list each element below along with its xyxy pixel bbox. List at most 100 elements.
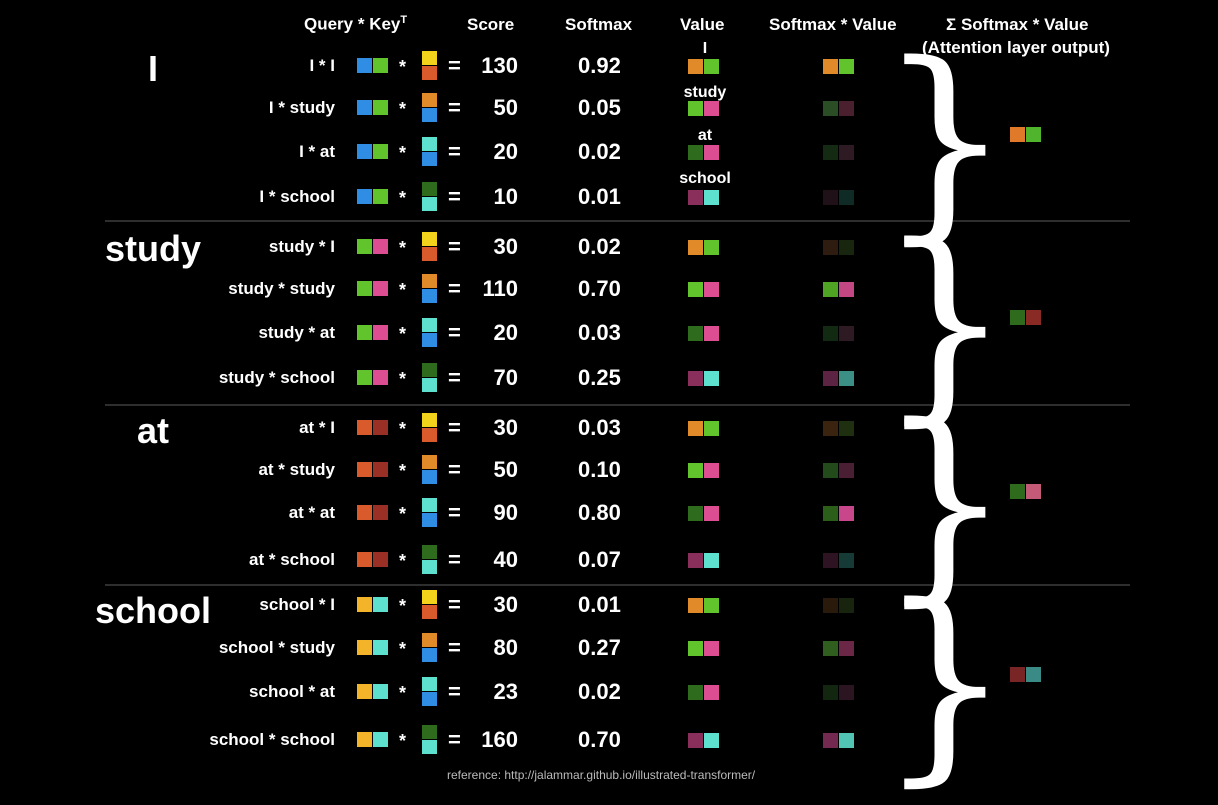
row-label-school-school: school * school <box>209 730 335 749</box>
value-vector-school-i-left <box>688 598 703 613</box>
multiply-sign: * <box>399 188 407 208</box>
softmax-value-vector-i-school-left <box>823 190 838 205</box>
value-vector-at-at-right <box>704 506 719 521</box>
key-vector-at-school-top <box>422 545 437 559</box>
value-vector-study-study-left <box>688 282 703 297</box>
key-vector-study-school-top <box>422 363 437 377</box>
multiply-sign: * <box>399 280 407 300</box>
equals-sign: = <box>448 184 461 209</box>
value-vector-at-study-left <box>688 463 703 478</box>
softmax-value: 0.07 <box>578 547 621 572</box>
query-vector-at-school-left <box>357 552 372 567</box>
softmax-value: 0.70 <box>578 727 621 752</box>
score-value: 40 <box>493 547 518 572</box>
row-label-i-study: I * study <box>268 98 335 117</box>
query-vector-i-i-left <box>357 58 372 73</box>
softmax-value-vector-i-study-right <box>839 101 854 116</box>
equals-sign: = <box>448 139 461 164</box>
equals-sign: = <box>448 234 461 259</box>
key-vector-i-school-bottom <box>422 197 437 211</box>
equals-sign: = <box>448 365 461 390</box>
key-vector-i-at-top <box>422 137 437 151</box>
row-label-study-i: study * I <box>268 237 335 256</box>
value-vector-i-study-left <box>688 101 703 116</box>
softmax-value: 0.05 <box>578 95 621 120</box>
equals-sign: = <box>448 547 461 572</box>
value-vector-study-study-right <box>704 282 719 297</box>
row-label-i-at: I * at <box>299 142 335 161</box>
softmax-value-vector-at-study-right <box>839 463 854 478</box>
brace-group-school: } <box>878 560 1012 805</box>
softmax-value-vector-i-i-right <box>839 59 854 74</box>
softmax-value: 0.01 <box>578 592 621 617</box>
softmax-value: 0.03 <box>578 320 621 345</box>
brace-group-at: } <box>878 380 1012 625</box>
query-vector-school-at-right <box>373 684 388 699</box>
key-vector-school-school-top <box>422 725 437 739</box>
group-word-at: at <box>136 410 169 451</box>
multiply-sign: * <box>399 99 407 119</box>
softmax-value: 0.10 <box>578 457 621 482</box>
brace-group-i: } <box>878 18 1012 263</box>
row-label-i-school: I * school <box>259 187 335 206</box>
query-vector-i-at-right <box>373 144 388 159</box>
softmax-value-vector-school-study-left <box>823 641 838 656</box>
equals-sign: = <box>448 500 461 525</box>
value-vector-study-school-left <box>688 371 703 386</box>
key-vector-at-school-bottom <box>422 560 437 574</box>
query-vector-school-at-left <box>357 684 372 699</box>
key-vector-at-i-bottom <box>422 428 437 442</box>
equals-sign: = <box>448 679 461 704</box>
key-vector-school-study-bottom <box>422 648 437 662</box>
softmax-value: 0.01 <box>578 184 621 209</box>
sum-title-text: Softmax * Value <box>960 15 1089 34</box>
score-value: 110 <box>482 276 519 301</box>
softmax-value: 0.70 <box>578 276 621 301</box>
multiply-sign: * <box>399 596 407 616</box>
group-separator <box>105 404 1130 406</box>
query-vector-i-school-left <box>357 189 372 204</box>
query-vector-i-school-right <box>373 189 388 204</box>
query-vector-at-school-right <box>373 552 388 567</box>
softmax-value: 0.03 <box>578 415 621 440</box>
output-vector-school-right <box>1026 667 1041 682</box>
value-label-school: school <box>679 170 731 187</box>
softmax-value-vector-study-school-right <box>839 371 854 386</box>
brace-group-study: } <box>878 200 1012 445</box>
value-vector-school-study-right <box>704 641 719 656</box>
value-vector-i-school-left <box>688 190 703 205</box>
equals-sign: = <box>448 320 461 345</box>
query-vector-i-at-left <box>357 144 372 159</box>
value-vector-school-school-left <box>688 733 703 748</box>
reference-text: reference: http://jalammar.github.io/ill… <box>447 768 756 782</box>
row-label-school-i: school * I <box>259 595 335 614</box>
softmax-value-vector-at-i-right <box>839 421 854 436</box>
key-vector-school-at-top <box>422 677 437 691</box>
group-word-i: I <box>147 48 158 89</box>
query-vector-at-i-left <box>357 420 372 435</box>
header-sum-subtitle: (Attention layer output) <box>922 38 1110 57</box>
header-query-key: Query * KeyT <box>304 14 408 34</box>
multiply-sign: * <box>399 731 407 751</box>
query-vector-at-study-right <box>373 462 388 477</box>
row-label-i-i: I * I <box>309 56 335 75</box>
key-vector-i-study-top <box>422 93 437 107</box>
softmax-value: 0.80 <box>578 500 621 525</box>
multiply-sign: * <box>399 419 407 439</box>
softmax-value: 0.27 <box>578 635 621 660</box>
softmax-value-vector-at-at-left <box>823 506 838 521</box>
key-vector-school-study-top <box>422 633 437 647</box>
equals-sign: = <box>448 592 461 617</box>
score-value: 30 <box>493 234 518 259</box>
multiply-sign: * <box>399 143 407 163</box>
value-label-i: I <box>702 40 708 57</box>
output-vector-study-right <box>1026 310 1041 325</box>
header-score: Score <box>467 15 515 34</box>
query-vector-at-at-left <box>357 505 372 520</box>
softmax-value-vector-i-school-right <box>839 190 854 205</box>
query-vector-study-at-left <box>357 325 372 340</box>
softmax-value-vector-study-school-left <box>823 371 838 386</box>
softmax-value-vector-at-i-left <box>823 421 838 436</box>
row-label-school-at: school * at <box>249 682 335 701</box>
value-vector-i-at-left <box>688 145 703 160</box>
